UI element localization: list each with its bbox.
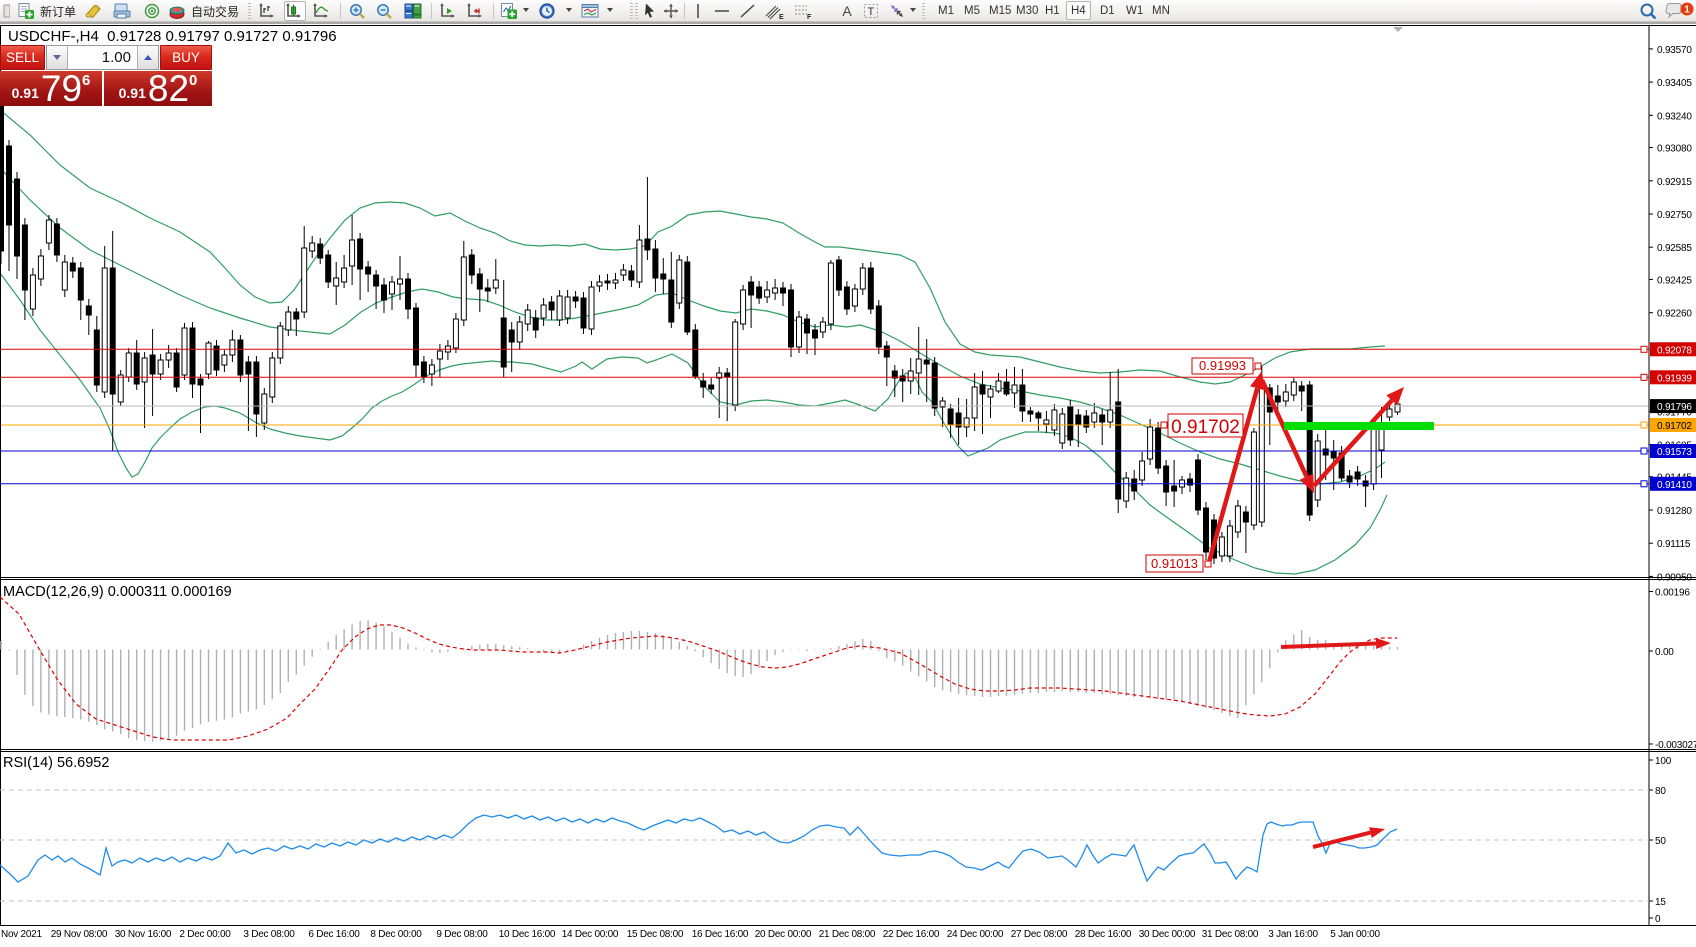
svg-text:22 Dec 16:00: 22 Dec 16:00 [883,929,940,940]
svg-text:3 Dec 08:00: 3 Dec 08:00 [243,929,295,940]
svg-text:T: T [868,6,875,18]
svg-text:24 Dec 00:00: 24 Dec 00:00 [947,929,1004,940]
svg-text:0.92078: 0.92078 [1657,345,1692,356]
svg-text:0.91702: 0.91702 [1171,417,1240,438]
svg-text:0.91013: 0.91013 [1151,556,1198,571]
svg-text:15 Dec 08:00: 15 Dec 08:00 [627,929,684,940]
svg-text:0.93570: 0.93570 [1657,45,1692,56]
svg-text:0.90950: 0.90950 [1657,572,1692,583]
svg-text:E: E [779,14,784,20]
svg-text:0.92260: 0.92260 [1657,309,1692,320]
svg-text:0: 0 [1655,914,1661,925]
svg-text:10 Dec 16:00: 10 Dec 16:00 [499,929,556,940]
svg-text:5 Jan 00:00: 5 Jan 00:00 [1330,929,1380,940]
svg-text:2 Dec 00:00: 2 Dec 00:00 [179,929,231,940]
svg-text:-0.003027: -0.003027 [1655,740,1696,751]
svg-text:Nov 2021: Nov 2021 [1,929,42,940]
svg-text:14 Dec 00:00: 14 Dec 00:00 [562,929,619,940]
svg-text:F: F [807,14,812,20]
svg-text:30 Dec 00:00: 30 Dec 00:00 [1139,929,1196,940]
svg-text:15: 15 [1655,897,1666,908]
svg-text:9 Dec 08:00: 9 Dec 08:00 [436,929,488,940]
svg-text:29 Nov 08:00: 29 Nov 08:00 [51,929,108,940]
svg-text:0.91796: 0.91796 [1657,402,1692,413]
svg-text:1: 1 [1684,5,1690,16]
svg-text:100: 100 [1655,756,1672,767]
svg-text:0.92750: 0.92750 [1657,210,1692,221]
svg-text:0.91410: 0.91410 [1657,480,1692,491]
svg-text:0.92915: 0.92915 [1657,177,1692,188]
svg-text:0.93405: 0.93405 [1657,78,1692,89]
svg-text:8 Dec 00:00: 8 Dec 00:00 [370,929,422,940]
svg-text:MACD(12,26,9) 0.000311 0.00016: MACD(12,26,9) 0.000311 0.000169 [3,584,232,600]
svg-text:3 Jan 16:00: 3 Jan 16:00 [1268,929,1318,940]
svg-text:0.91280: 0.91280 [1657,506,1692,517]
svg-text:50: 50 [1655,836,1666,847]
svg-text:0.91939: 0.91939 [1657,373,1692,384]
svg-text:0.92425: 0.92425 [1657,275,1692,286]
svg-text:RSI(14) 56.6952: RSI(14) 56.6952 [3,755,109,771]
svg-text:30 Nov 16:00: 30 Nov 16:00 [115,929,172,940]
svg-text:0.91702: 0.91702 [1657,421,1692,432]
svg-text:USDCHF-,H4 0.91728 0.91797 0.: USDCHF-,H4 0.91728 0.91797 0.91727 0.917… [8,28,337,45]
svg-text:0.92585: 0.92585 [1657,243,1692,254]
svg-text:27 Dec 08:00: 27 Dec 08:00 [1011,929,1068,940]
svg-text:80: 80 [1655,786,1666,797]
svg-text:0.93080: 0.93080 [1657,144,1692,155]
svg-text:16 Dec 16:00: 16 Dec 16:00 [692,929,749,940]
svg-text:0.91573: 0.91573 [1657,447,1692,458]
svg-text:31 Dec 08:00: 31 Dec 08:00 [1202,929,1259,940]
svg-text:21 Dec 08:00: 21 Dec 08:00 [819,929,876,940]
svg-text:0.00: 0.00 [1655,647,1674,658]
svg-text:0.93240: 0.93240 [1657,111,1692,122]
svg-text:20 Dec 00:00: 20 Dec 00:00 [755,929,812,940]
svg-text:0.91993: 0.91993 [1199,358,1246,373]
svg-text:0.00196: 0.00196 [1655,588,1690,599]
svg-text:6 Dec 16:00: 6 Dec 16:00 [308,929,360,940]
svg-text:28 Dec 16:00: 28 Dec 16:00 [1075,929,1132,940]
svg-text:0.91115: 0.91115 [1657,539,1691,550]
